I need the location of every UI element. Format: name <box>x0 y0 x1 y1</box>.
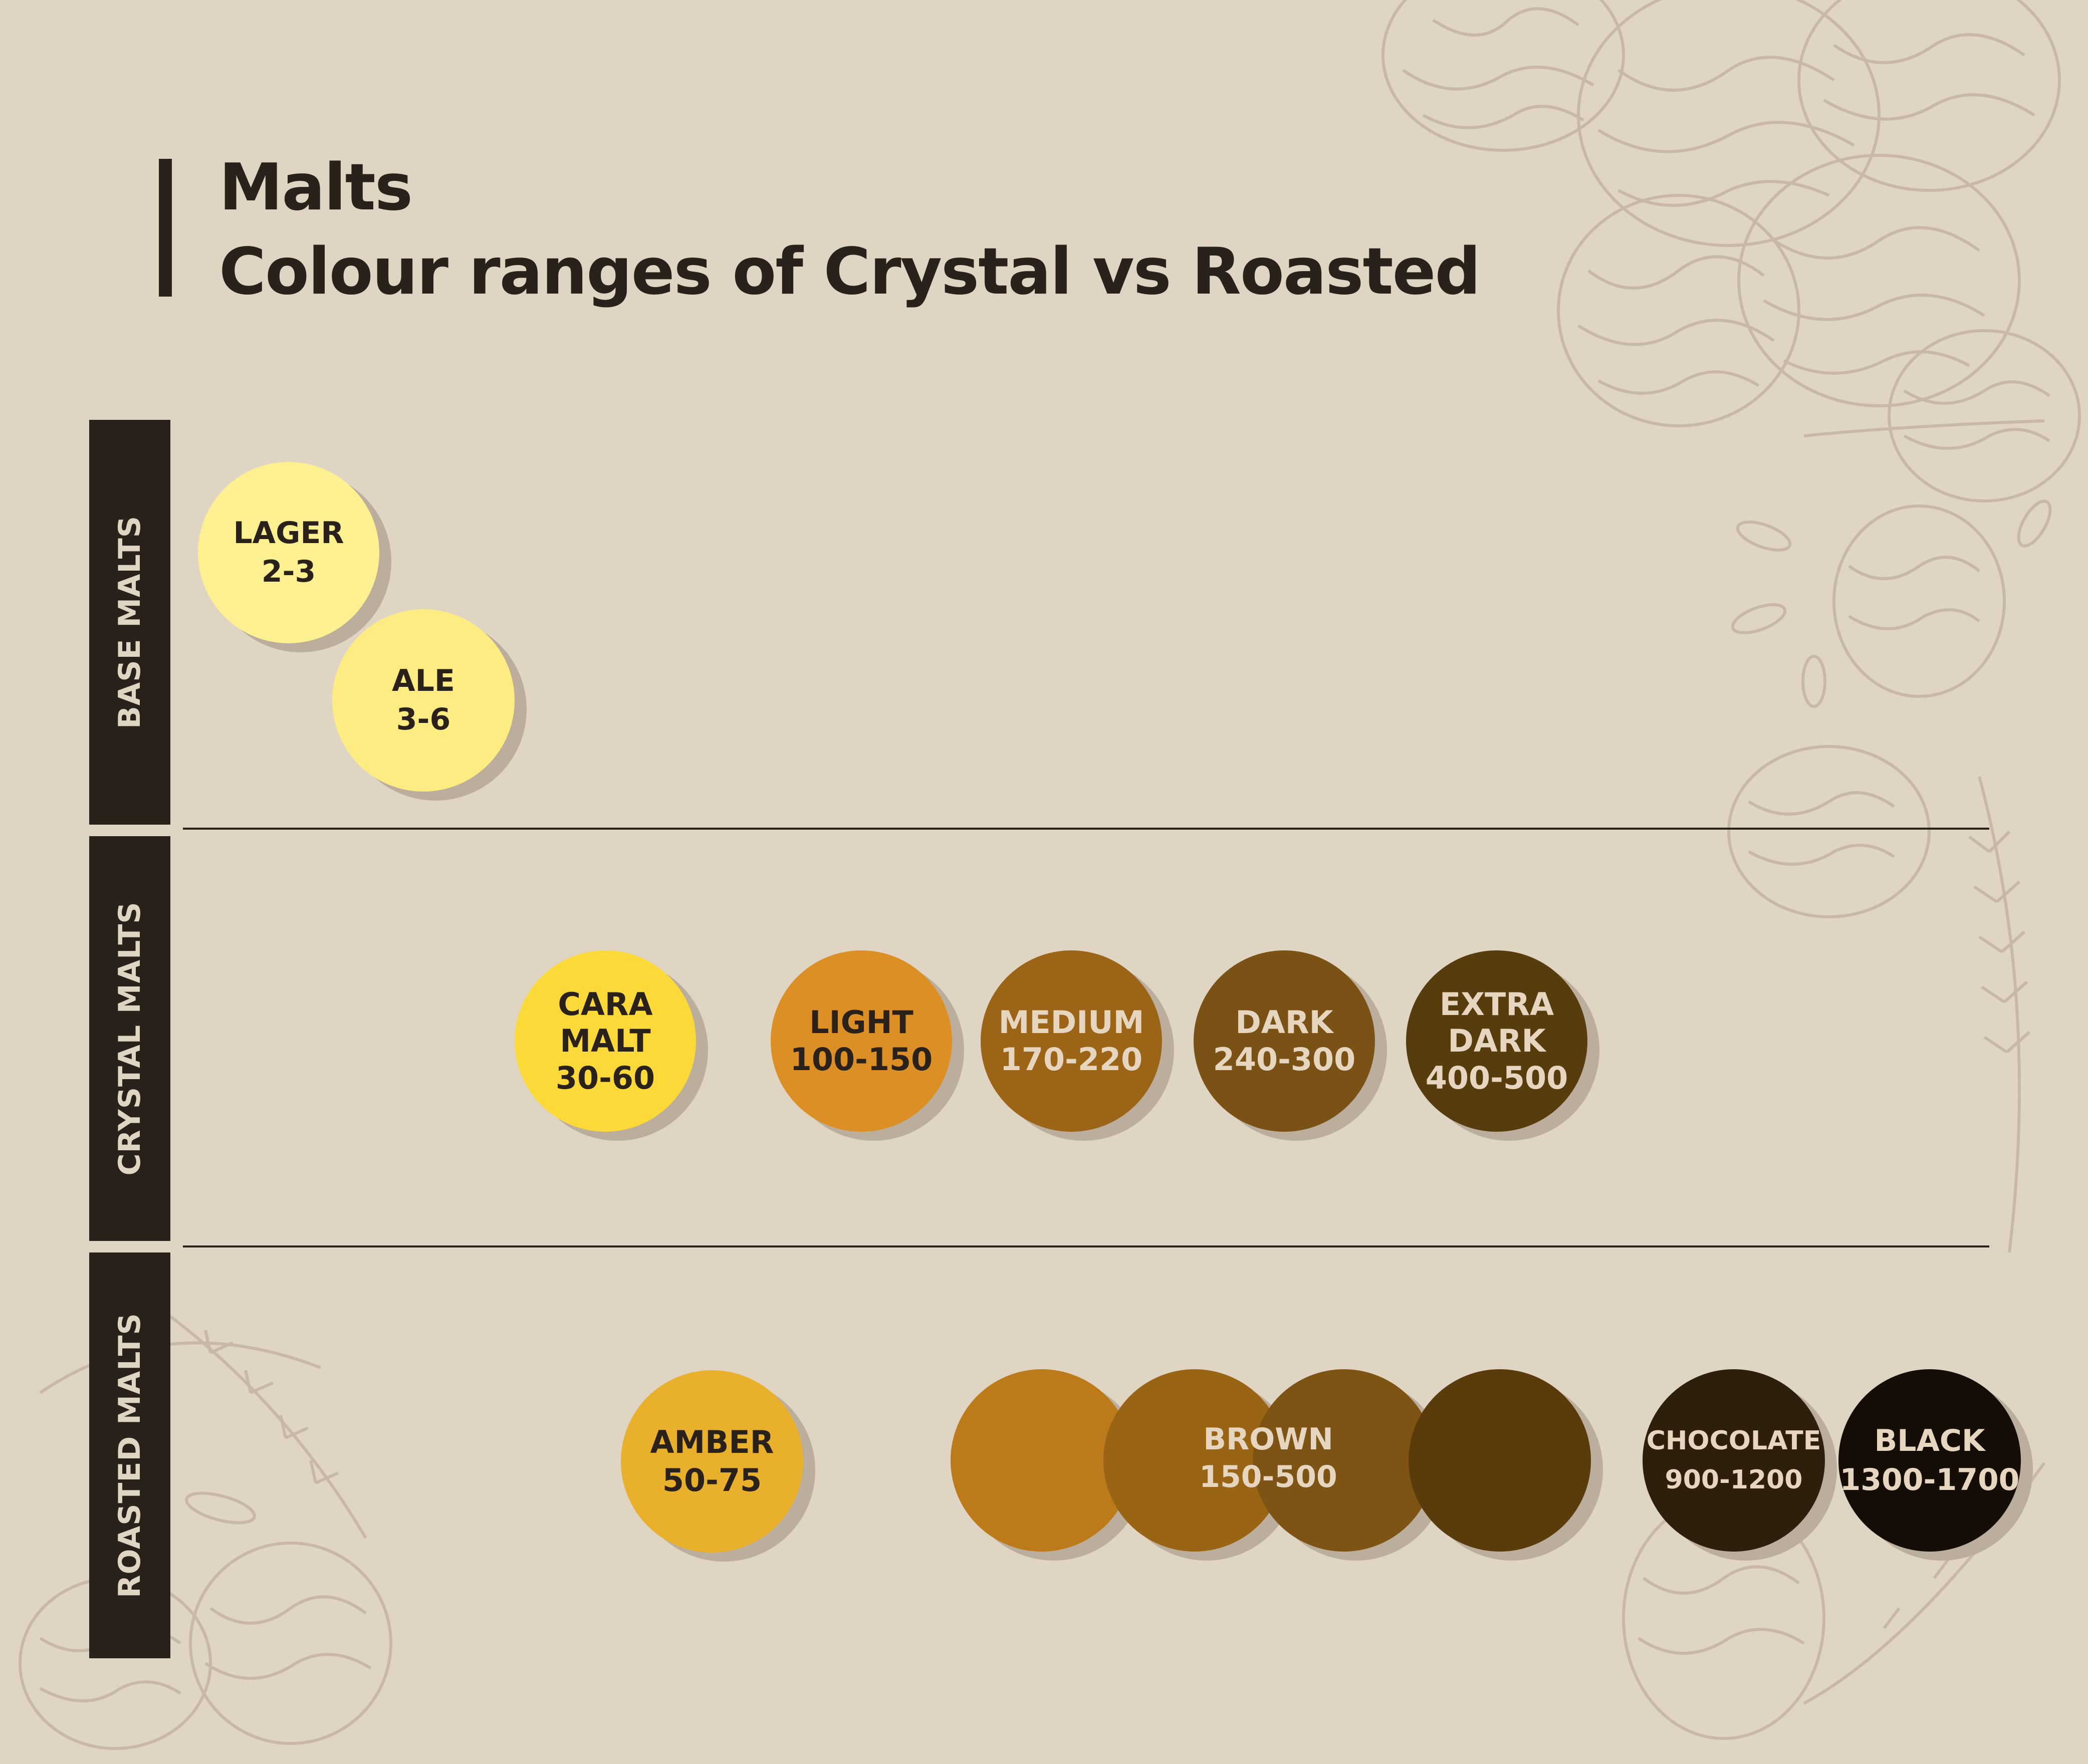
hop-cone-icon <box>1577 0 1881 247</box>
malt-circle-cara-malt: CARA MALT 30-60 <box>515 950 696 1132</box>
malt-range: 30-60 <box>555 1059 655 1096</box>
malt-circle-light: LIGHT 100-150 <box>771 950 952 1132</box>
hop-cone-icon <box>1737 154 2021 407</box>
row-label-text: ROASTED MALTS <box>112 1313 147 1598</box>
row-label-text: BASE MALTS <box>112 516 147 729</box>
malt-name: BLACK <box>1874 1423 1985 1458</box>
malt-name-line: MALT <box>560 1023 651 1060</box>
malt-range: 2-3 <box>261 554 316 589</box>
row-divider <box>183 828 1989 830</box>
malt-name-line: CARA <box>558 986 653 1023</box>
row-label-text: CRYSTAL MALTS <box>112 901 147 1176</box>
seed-icon <box>185 1491 256 1525</box>
malt-circle-lager: LAGER 2-3 <box>198 462 379 643</box>
malt-circle-dark: DARK 240-300 <box>1194 950 1375 1132</box>
malt-name: CHOCOLATE <box>1646 1426 1821 1456</box>
malt-circle-medium: MEDIUM 170-220 <box>981 950 1162 1132</box>
barley-icon <box>1803 419 2045 1253</box>
malt-name: AMBER <box>650 1424 774 1461</box>
malt-circle-brown-3 <box>1253 1369 1435 1552</box>
row-label-base-malts: BASE MALTS <box>89 420 170 825</box>
row-label-crystal-malts: CRYSTAL MALTS <box>89 836 170 1241</box>
malt-circle-ale: ALE 3-6 <box>332 609 515 792</box>
malt-range: 240-300 <box>1213 1041 1356 1078</box>
malt-circle-brown-4 <box>1409 1369 1591 1552</box>
malt-name: MEDIUM <box>998 1003 1144 1041</box>
malt-label-brown: BROWN 150-500 <box>1158 1421 1378 1496</box>
hop-cone-icon <box>1832 505 2006 698</box>
malt-range: 400-500 <box>1425 1059 1568 1096</box>
malt-circle-amber: AMBER 50-75 <box>621 1370 803 1553</box>
hop-cone-icon <box>1381 0 1625 152</box>
malt-name: LAGER <box>233 516 344 551</box>
malt-range: 50-75 <box>662 1462 762 1498</box>
hop-cone-icon <box>1797 0 2061 192</box>
malt-circle-chocolate: CHOCOLATE 900-1200 <box>1643 1369 1825 1552</box>
malt-range: 900-1200 <box>1665 1465 1803 1495</box>
title-accent-bar <box>159 159 172 297</box>
malt-range: 170-220 <box>1000 1041 1143 1078</box>
row-divider <box>183 1245 1989 1247</box>
page-subtitle: Colour ranges of Crystal vs Roasted <box>219 234 1481 309</box>
malt-circle-black: BLACK 1300-1700 <box>1838 1369 2021 1552</box>
row-label-roasted-malts: ROASTED MALTS <box>89 1252 170 1658</box>
malt-circle-extra-dark: EXTRA DARK 400-500 <box>1406 950 1587 1132</box>
malt-name: BROWN <box>1203 1422 1333 1457</box>
malt-name-line: EXTRA <box>1439 986 1554 1023</box>
malt-range: 1300-1700 <box>1839 1462 2020 1497</box>
malt-name: DARK <box>1235 1003 1333 1041</box>
hop-cone-icon <box>1888 329 2081 502</box>
malt-range: 3-6 <box>396 702 451 737</box>
malt-name: LIGHT <box>809 1003 913 1041</box>
malt-range: 150-500 <box>1199 1459 1337 1494</box>
hop-cone-icon <box>1557 194 1800 427</box>
page-title: Malts <box>219 150 413 225</box>
hop-cone-icon <box>189 1542 392 1745</box>
seed-icon <box>1731 499 2052 708</box>
malt-name-line: DARK <box>1448 1023 1546 1060</box>
malt-range: 100-150 <box>790 1041 933 1078</box>
malt-circle-brown-1 <box>951 1369 1133 1552</box>
malt-name: ALE <box>392 663 455 699</box>
hop-cone-icon <box>1727 745 1931 918</box>
